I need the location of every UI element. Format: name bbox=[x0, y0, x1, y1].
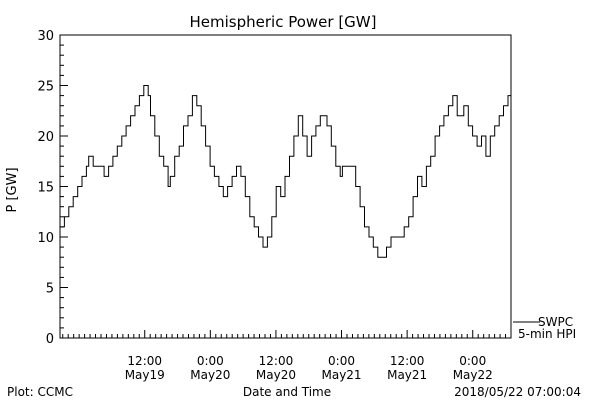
hpi-series-line bbox=[60, 85, 511, 258]
x-tick-label-time: 12:00 bbox=[390, 354, 425, 368]
x-tick-label-time: 12:00 bbox=[259, 354, 294, 368]
x-axis: 12:00May190:00May2012:00May200:00May2112… bbox=[62, 330, 512, 382]
footer-timestamp: 2018/05/22 07:00:04 bbox=[454, 385, 581, 399]
legend-hpi: 5-min HPI bbox=[518, 327, 576, 341]
y-tick-label: 10 bbox=[37, 231, 54, 246]
y-tick-label: 0 bbox=[46, 332, 54, 347]
y-tick-label: 25 bbox=[37, 80, 54, 95]
y-tick-label: 30 bbox=[37, 29, 54, 44]
y-axis-label: P [GW] bbox=[5, 167, 20, 212]
plot-frame bbox=[59, 34, 512, 339]
x-tick-label-time: 0:00 bbox=[197, 354, 224, 368]
x-tick-label-date: May21 bbox=[321, 368, 361, 382]
series-layer bbox=[60, 85, 511, 258]
x-tick-label-date: May21 bbox=[387, 368, 427, 382]
y-axis: 0 5 10 15 20 25 30 bbox=[37, 29, 68, 347]
legend-swpc: SWPC bbox=[538, 315, 573, 329]
footer-plot-source: Plot: CCMC bbox=[7, 385, 73, 399]
legend: SWPC 5-min HPI bbox=[513, 315, 576, 341]
y-tick-label: 5 bbox=[46, 282, 54, 297]
x-tick-label-date: May20 bbox=[256, 368, 296, 382]
x-tick-label-time: 12:00 bbox=[127, 354, 162, 368]
x-tick-label-date: May20 bbox=[190, 368, 230, 382]
chart-title: Hemispheric Power [GW] bbox=[190, 13, 377, 31]
x-axis-label: Date and Time bbox=[243, 385, 331, 399]
y-tick-label: 20 bbox=[37, 130, 54, 145]
y-tick-label: 15 bbox=[37, 181, 54, 196]
x-tick-label-date: May22 bbox=[453, 368, 493, 382]
x-tick-label-time: 0:00 bbox=[459, 354, 486, 368]
x-tick-label-time: 0:00 bbox=[328, 354, 355, 368]
x-tick-label-date: May19 bbox=[125, 368, 165, 382]
